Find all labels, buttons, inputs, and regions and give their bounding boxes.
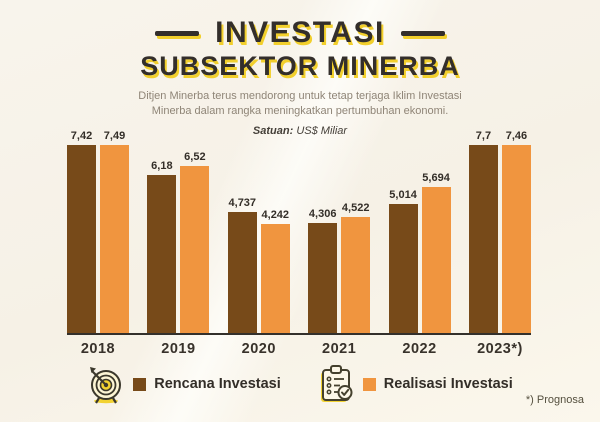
page-title-line2: SUBSEKTOR MINERBA: [140, 51, 460, 81]
bar-rencana-2021: [308, 223, 338, 333]
bar-value-label: 6,18: [151, 160, 173, 172]
bar-column: 5,694: [421, 130, 451, 333]
chart-plot: 7,42 7,49 6,18 6,52 4,737 4,242 4,306 4,522 5,01…: [67, 130, 531, 335]
bar-realisasi-2021: [341, 217, 371, 333]
bar-value-label: 4,522: [341, 202, 370, 214]
target-icon: [90, 367, 122, 404]
bar-column: 4,306: [308, 130, 338, 333]
bar-value-label: 7,7: [475, 130, 492, 142]
x-axis-labels: 2018 2019 2020 2021 2022 2023*): [67, 341, 531, 357]
unit-label: Satuan:: [252, 124, 294, 137]
bar-rencana-2018: [67, 145, 96, 333]
x-axis-label-2022: 2022: [402, 341, 437, 357]
bar-rencana-2019: [147, 175, 177, 333]
bar-value-label: 5,014: [389, 189, 417, 201]
legend-swatch-realisasi: [362, 377, 376, 391]
bar-group-2020: 4,737 4,242: [227, 130, 290, 333]
bar-value-label: 7,49: [103, 130, 126, 142]
bar-group-2022: 5,014 5,694: [388, 130, 451, 333]
legend-item-rencana: Rencana Investasi: [87, 364, 281, 404]
x-axis-label-2021: 2021: [322, 341, 357, 357]
bar-value-label: 7,42: [70, 130, 93, 142]
x-axis-label-2018: 2018: [80, 341, 116, 357]
legend-item-realisasi: Realisasi Investasi: [319, 364, 513, 404]
bar-column: 4,242: [260, 130, 290, 333]
bar-rencana-2020: [227, 212, 257, 333]
bar-group-2021: 4,306 4,522: [308, 130, 371, 333]
bar-column: 4,737: [227, 130, 257, 333]
bar-realisasi-2019: [180, 166, 210, 333]
bar-column: 7,46: [501, 130, 531, 333]
unit-value: US$ Miliar: [296, 124, 348, 137]
bar-realisasi-2020: [260, 224, 290, 333]
bar-column: 5,014: [388, 130, 418, 333]
legend-label-realisasi: Realisasi Investasi: [383, 376, 513, 392]
bar-value-label: 4,737: [228, 197, 257, 209]
bar-value-label: 4,242: [261, 209, 290, 221]
bar-column: 7,42: [67, 130, 96, 333]
bar-value-label: 7,46: [505, 130, 528, 142]
bar-realisasi-2022: [421, 187, 451, 333]
clipboard-check-icon: [320, 365, 353, 402]
subtitle-line1: Ditjen Minerba terus mendorong untuk tet…: [138, 90, 462, 102]
page-title-line1: INVESTASI: [215, 16, 385, 49]
bar-value-label: 6,52: [184, 151, 206, 163]
bar-group-2018: 7,42 7,49: [67, 130, 129, 333]
title-row: INVESTASI: [0, 16, 600, 50]
bar-rencana-2023*): [468, 145, 498, 333]
subtitle: Ditjen Minerba terus mendorong untuk tet…: [0, 89, 600, 119]
bar-realisasi-2018: [100, 145, 129, 333]
bar-value-label: 4,306: [308, 208, 337, 220]
title-dash-right: [400, 30, 445, 36]
x-axis-label-2023*): 2023*): [477, 341, 523, 357]
bar-column: 6,18: [147, 130, 177, 333]
bar-column: 4,522: [341, 130, 371, 333]
unit-caption: Satuan: US$ Miliar: [0, 125, 600, 137]
x-axis-label-2019: 2019: [161, 341, 196, 357]
footnote-prognosa: *) Prognosa: [525, 394, 584, 406]
bar-column: 6,52: [180, 130, 210, 333]
legend-swatch-rencana: [133, 377, 147, 391]
x-axis-label-2020: 2020: [241, 341, 276, 357]
legend-label-rencana: Rencana Investasi: [154, 376, 281, 392]
title-dash-left: [155, 30, 200, 36]
bar-column: 7,49: [100, 130, 129, 333]
subtitle-line2: Minerba dalam rangka meningkatkan pertum…: [151, 104, 449, 117]
bar-column: 7,7: [468, 130, 498, 333]
bar-realisasi-2023*): [501, 145, 531, 333]
bar-value-label: 5,694: [422, 172, 450, 184]
header: INVESTASI SUBSEKTOR MINERBA Ditjen Miner…: [0, 0, 600, 137]
bar-group-2019: 6,18 6,52: [147, 130, 210, 333]
bar-rencana-2022: [388, 204, 418, 333]
bar-group-2023*): 7,7 7,46: [468, 130, 531, 333]
chart-legend: Rencana Investasi Realisasi Investasi: [0, 364, 600, 404]
